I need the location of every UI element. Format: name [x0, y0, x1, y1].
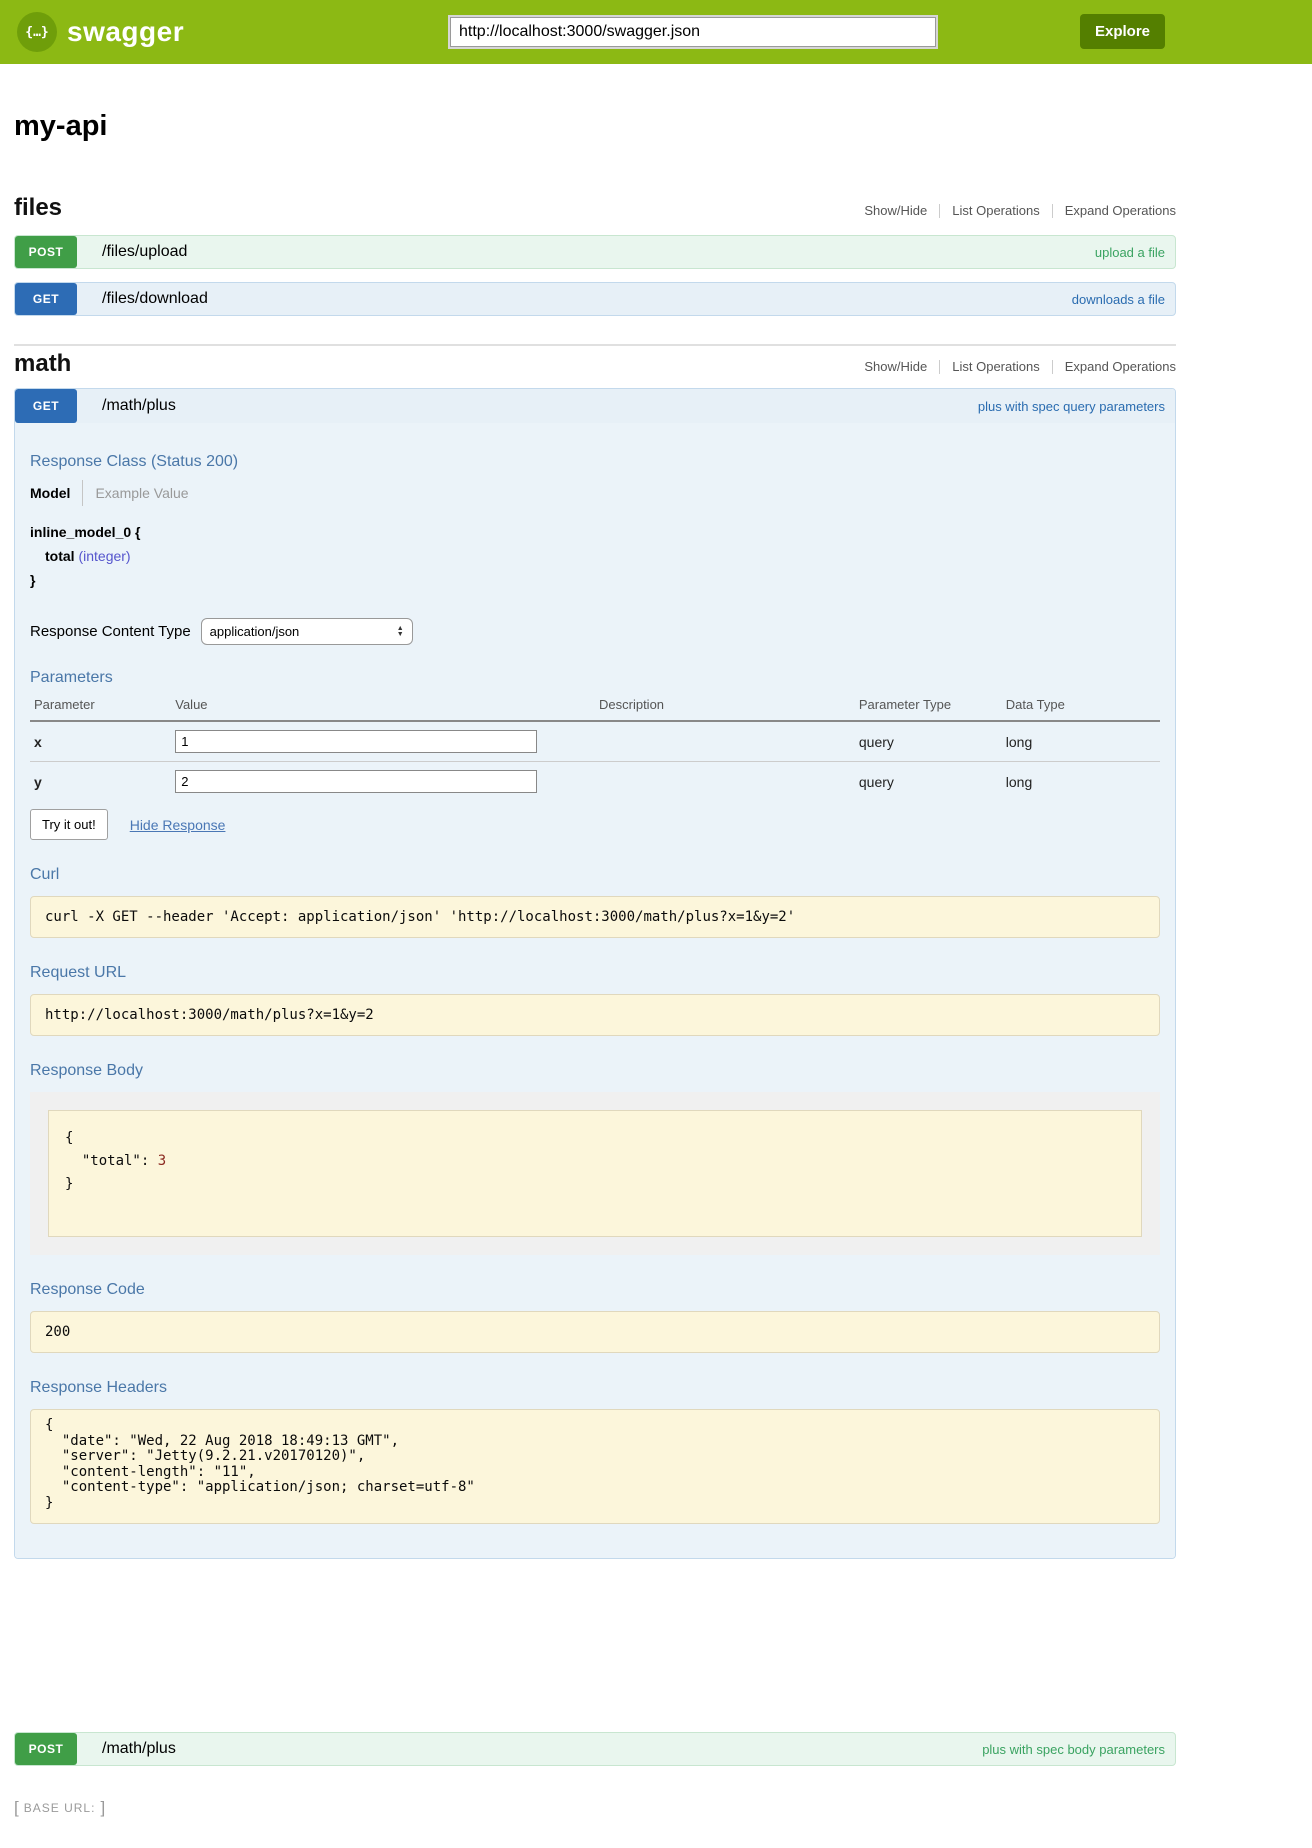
base-url-footer: [ BASE URL: ] — [14, 1798, 1176, 1818]
param-data-type: long — [1005, 773, 1033, 790]
list-operations-link[interactable]: List Operations — [952, 359, 1040, 374]
parameter-row-x: x query long — [30, 721, 1160, 762]
method-badge-post[interactable]: POST — [15, 1733, 77, 1765]
param-name: x — [34, 733, 42, 750]
response-body-heading: Response Body — [30, 1062, 143, 1079]
request-url-value: http://localhost:3000/math/plus?x=1&y=2 — [30, 994, 1160, 1036]
operation-summary-link[interactable]: upload a file — [1094, 244, 1165, 260]
parameter-row-y: y query long — [30, 762, 1160, 802]
parameters-table: Parameter Value Description Parameter Ty… — [30, 691, 1160, 801]
expand-operations-link[interactable]: Expand Operations — [1064, 359, 1176, 374]
bracket-close: ] — [100, 1798, 106, 1817]
param-data-type: long — [1005, 733, 1033, 750]
base-url-label: BASE URL: — [23, 1801, 96, 1815]
param-description — [595, 721, 855, 762]
operation-get-math-plus: GET /math/plus plus with spec query para… — [14, 388, 1176, 1559]
show-hide-link[interactable]: Show/Hide — [864, 203, 928, 218]
param-value-input-y[interactable] — [175, 770, 538, 793]
operation-summary-link[interactable]: downloads a file — [1071, 291, 1165, 307]
operation-path[interactable]: /math/plus — [102, 397, 176, 414]
bracket-open: [ — [14, 1798, 19, 1817]
response-headers-heading: Response Headers — [30, 1379, 167, 1396]
tab-example-value[interactable]: Example Value — [95, 485, 189, 501]
operation-row-math-plus-post[interactable]: POST /math/plus plus with spec body para… — [14, 1732, 1176, 1766]
col-parameter: Parameter — [30, 691, 172, 722]
operation-path[interactable]: /math/plus — [102, 1740, 176, 1757]
operation-summary-link[interactable]: plus with spec query parameters — [977, 398, 1165, 414]
selected-content-type: application/json — [209, 624, 300, 639]
operation-row-files-upload[interactable]: POST /files/upload upload a file — [14, 235, 1176, 269]
model-signature: inline_model_0 { total (integer) } — [30, 520, 1160, 592]
col-description: Description — [595, 691, 855, 722]
expand-operations-link[interactable]: Expand Operations — [1064, 203, 1176, 218]
brand-title: swagger — [67, 16, 185, 47]
section-files: files Show/Hide List Operations Expand O… — [14, 194, 1176, 316]
response-code-heading: Response Code — [30, 1281, 145, 1298]
operation-path[interactable]: /files/download — [102, 290, 208, 307]
response-body-container: { "total": 3 } — [30, 1092, 1160, 1255]
try-it-out-button[interactable]: Try it out! — [30, 809, 108, 840]
request-url-heading: Request URL — [30, 964, 127, 981]
tab-model[interactable]: Model — [30, 485, 71, 501]
tab-divider — [82, 480, 84, 506]
response-content-type-label: Response Content Type — [30, 623, 191, 640]
model-tabs: Model Example Value — [30, 480, 1160, 506]
spacer — [14, 1559, 1176, 1719]
select-arrows-icon: ▲ ▼ — [396, 624, 404, 638]
col-parameter-type: Parameter Type — [854, 691, 1002, 722]
col-value: Value — [171, 691, 595, 722]
param-type: query — [858, 773, 894, 790]
response-class-heading: Response Class (Status 200) — [30, 453, 239, 470]
model-property-name: total — [45, 548, 75, 564]
curl-heading: Curl — [30, 866, 60, 883]
operation-path[interactable]: /files/upload — [102, 243, 188, 260]
model-property-type: (integer) — [78, 548, 131, 564]
json-number-value: 3 — [157, 1153, 167, 1169]
section-divider — [14, 344, 1176, 346]
swagger-logo[interactable]: {…} swagger — [17, 12, 184, 52]
link-separator — [939, 203, 941, 218]
swagger-braces-icon: {…} — [17, 12, 57, 52]
param-name: y — [34, 773, 42, 790]
parameters-heading: Parameters — [30, 669, 113, 686]
json-text: { "total": — [65, 1130, 150, 1169]
page-title: my-api — [14, 110, 108, 142]
model-open: inline_model_0 { — [30, 524, 141, 540]
response-content-type-select[interactable]: application/json ▲ ▼ — [200, 618, 413, 645]
list-operations-link[interactable]: List Operations — [952, 203, 1040, 218]
curl-command: curl -X GET --header 'Accept: applicatio… — [30, 896, 1160, 938]
operation-header-row[interactable]: GET /math/plus plus with spec query para… — [15, 389, 1175, 423]
col-data-type: Data Type — [1001, 691, 1160, 722]
response-headers-code: { "date": "Wed, 22 Aug 2018 18:49:13 GMT… — [30, 1409, 1160, 1524]
operation-summary-link[interactable]: plus with spec body parameters — [982, 1741, 1165, 1757]
parameters-header-row: Parameter Value Description Parameter Ty… — [30, 691, 1160, 722]
param-type: query — [858, 733, 894, 750]
link-separator — [1051, 359, 1053, 374]
app-header: {…} swagger Explore — [0, 0, 1312, 64]
operation-content: Response Class (Status 200) Model Exampl… — [15, 423, 1175, 1558]
link-separator — [1051, 203, 1053, 218]
model-close: } — [30, 572, 36, 588]
explore-button[interactable]: Explore — [1080, 14, 1166, 49]
section-title-files[interactable]: files — [14, 194, 63, 221]
response-headers-json: { "date": "Wed, 22 Aug 2018 18:49:13 GMT… — [45, 1417, 475, 1511]
link-separator — [939, 359, 941, 374]
response-body-code: { "total": 3 } — [48, 1110, 1142, 1237]
spec-url-input[interactable] — [448, 15, 938, 49]
param-description — [595, 762, 855, 802]
param-value-input-x[interactable] — [175, 730, 538, 753]
section-math: math Show/Hide List Operations Expand Op… — [14, 350, 1176, 1766]
operation-row-files-download[interactable]: GET /files/download downloads a file — [14, 282, 1176, 316]
show-hide-link[interactable]: Show/Hide — [864, 359, 928, 374]
json-text: } — [65, 1176, 74, 1192]
hide-response-link[interactable]: Hide Response — [129, 816, 226, 833]
section-title-math[interactable]: math — [14, 350, 72, 377]
method-badge-get[interactable]: GET — [15, 389, 77, 423]
method-badge-get[interactable]: GET — [15, 283, 77, 315]
response-code-value: 200 — [30, 1311, 1160, 1353]
method-badge-post[interactable]: POST — [15, 236, 77, 268]
